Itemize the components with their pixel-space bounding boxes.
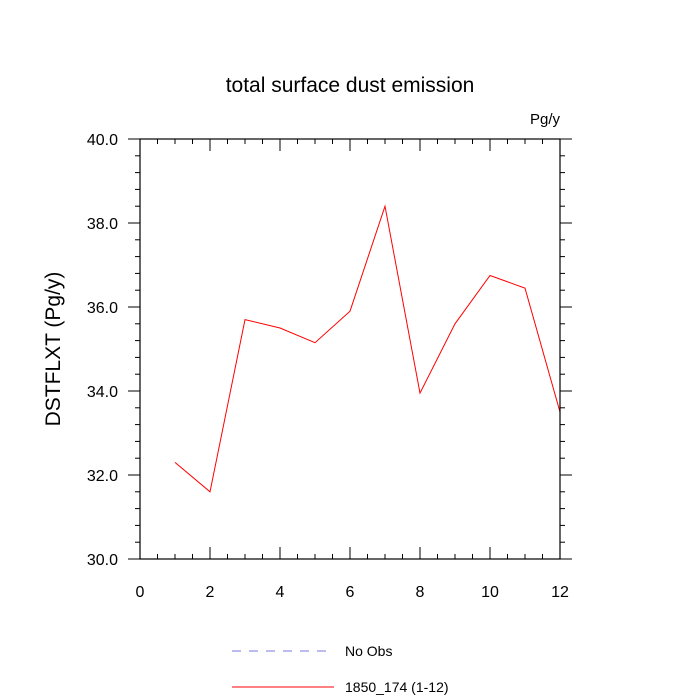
- x-tick-label: 2: [206, 584, 215, 601]
- y-tick-label: 30.0: [87, 552, 118, 569]
- y-tick-label: 40.0: [87, 132, 118, 149]
- y-tick-labels: 30.0 32.0 34.0 36.0 38.0 40.0: [87, 132, 118, 569]
- y-tick-label: 38.0: [87, 216, 118, 233]
- legend-label: 1850_174 (1-12): [345, 679, 449, 695]
- legend: No Obs 1850_174 (1-12): [232, 643, 449, 695]
- y-axis-label: DSTFLXT (Pg/y): [42, 272, 65, 427]
- x-tick-label: 8: [416, 584, 425, 601]
- plot-frame: [139, 138, 561, 560]
- series-line: [174, 204, 561, 493]
- units-label: Pg/y: [530, 111, 561, 128]
- x-tick-label: 4: [276, 584, 285, 601]
- x-tick-label: 12: [551, 584, 569, 601]
- legend-label: No Obs: [345, 643, 392, 659]
- y-tick-label: 36.0: [87, 300, 118, 317]
- x-tick-label: 0: [136, 584, 145, 601]
- axis-ticks: [128, 138, 572, 560]
- plot-series: [174, 204, 561, 493]
- chart-title: total surface dust emission: [226, 74, 475, 97]
- x-tick-label: 10: [481, 584, 499, 601]
- x-tick-labels: 0 2 4 6 8 10 12: [136, 584, 569, 601]
- y-tick-label: 34.0: [87, 384, 118, 401]
- y-tick-label: 32.0: [87, 468, 118, 485]
- x-tick-label: 6: [346, 584, 355, 601]
